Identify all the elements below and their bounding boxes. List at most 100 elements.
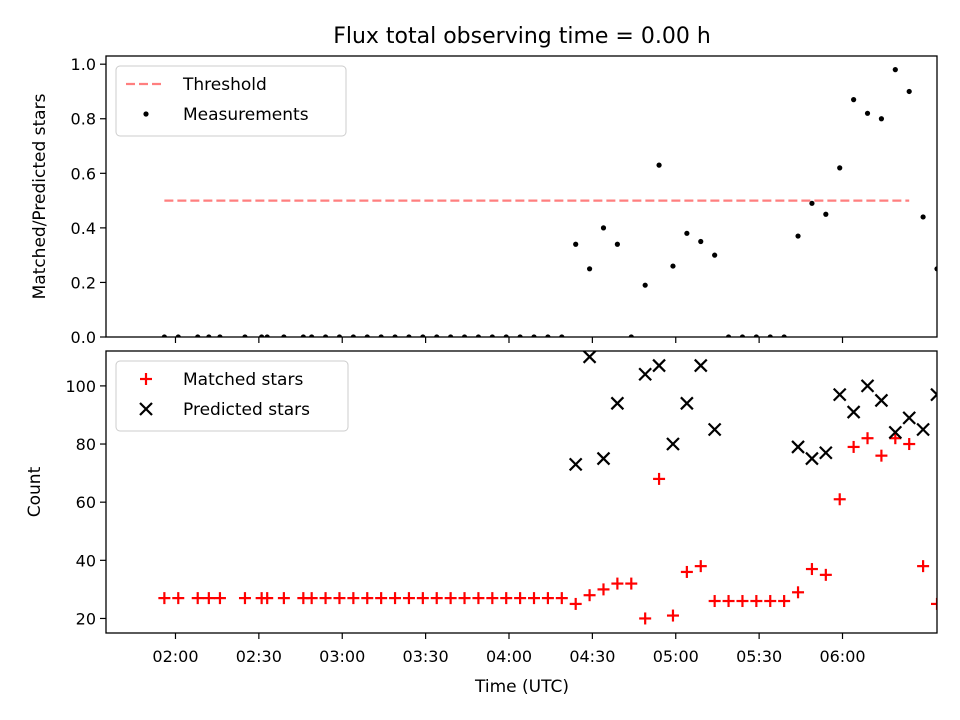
data-point (610, 396, 625, 411)
x-tick-label: 05:30 (736, 647, 782, 666)
data-point (638, 367, 652, 382)
legend-label: Matched stars (183, 370, 303, 390)
data-point (261, 592, 274, 605)
series-matched-stars (158, 432, 957, 625)
data-point-stroke (874, 393, 889, 408)
x-tick-label: 02:00 (152, 647, 198, 666)
y-tick-label: 0.4 (71, 219, 96, 238)
data-point (625, 577, 638, 590)
x-tick-label: 05:00 (653, 647, 699, 666)
data-point (875, 449, 888, 462)
y-tick-label: 20 (76, 609, 96, 628)
y-tick-label: 1.0 (71, 55, 96, 74)
data-point (860, 379, 875, 393)
data-point (684, 230, 690, 236)
data-point (597, 583, 610, 596)
data-point (680, 396, 694, 411)
data-point (945, 421, 957, 433)
y-tick-label: 100 (65, 377, 96, 396)
data-point (666, 609, 679, 622)
data-point (319, 592, 332, 605)
data-point-stroke (610, 396, 625, 411)
x-tick-label: 03:00 (319, 647, 365, 666)
data-point (851, 97, 857, 103)
data-point-stroke (652, 358, 666, 373)
data-point (653, 472, 666, 485)
data-point (139, 402, 153, 416)
data-point (568, 457, 583, 472)
data-point (611, 577, 624, 590)
data-point (805, 451, 819, 466)
data-point (347, 592, 360, 605)
data-point-stroke (666, 437, 680, 451)
chart-title: Flux total observing time = 0.00 h (333, 24, 711, 49)
data-point (795, 233, 801, 239)
data-point (764, 595, 777, 608)
data-point-stroke (791, 440, 805, 454)
data-point-stroke (139, 402, 153, 416)
ratio-panel: 0.0 0.2 0.4 0.6 0.8 1.0 Matched/Predicted star… (30, 55, 938, 347)
data-point (614, 241, 620, 247)
data-point (722, 595, 735, 608)
data-point (202, 592, 215, 605)
data-point (750, 595, 763, 608)
data-point (656, 162, 662, 168)
y-tick-label: 0.2 (71, 273, 96, 292)
data-point (916, 422, 930, 437)
data-point (670, 263, 676, 269)
data-point (140, 373, 152, 385)
data-point (583, 589, 596, 602)
data-point (707, 422, 722, 437)
data-point (837, 165, 843, 171)
data-point (361, 592, 374, 605)
data-point (389, 592, 402, 605)
legend-box (115, 65, 347, 137)
data-point (582, 351, 597, 364)
data-point-stroke (582, 351, 597, 364)
legend: Threshold Measurements (115, 65, 347, 137)
data-point (809, 200, 815, 206)
data-point (402, 592, 415, 605)
data-point (642, 282, 648, 288)
data-point (931, 597, 937, 610)
data-point (472, 592, 485, 605)
data-point (945, 479, 957, 491)
legend-item: Predicted stars (139, 400, 310, 420)
data-point (158, 592, 171, 605)
y-axis-label: Matched/Predicted stars (30, 93, 50, 299)
data-point (213, 592, 226, 605)
legend-item: Measurements (143, 105, 309, 125)
data-point-stroke (945, 421, 957, 433)
data-point-stroke (832, 387, 847, 402)
data-point (172, 592, 185, 605)
data-point (917, 560, 930, 573)
legend-item: Threshold (126, 75, 267, 95)
data-point-stroke (693, 358, 708, 373)
data-point-stroke (568, 457, 583, 472)
legend-label: Measurements (183, 105, 309, 125)
data-point (698, 238, 704, 245)
data-point-stroke (930, 393, 937, 402)
plot-frame (105, 55, 938, 338)
y-tick-label: 0.6 (71, 164, 96, 183)
data-point (736, 595, 749, 608)
data-point (833, 493, 846, 506)
x-tick-label: 02:30 (236, 647, 282, 666)
data-point (652, 358, 666, 373)
legend-label: Threshold (182, 75, 267, 95)
data-point-stroke (860, 379, 875, 393)
y-tick-label: 80 (76, 435, 96, 454)
data-point (930, 387, 937, 402)
data-point-stroke (680, 396, 694, 411)
y-tick-label: 40 (76, 551, 96, 570)
data-point (847, 440, 860, 453)
y-tick-label: 0.8 (71, 110, 96, 129)
data-point (778, 595, 791, 608)
x-axis-label: Time (UTC) (474, 677, 569, 697)
data-point (819, 445, 833, 460)
data-point-stroke (930, 387, 937, 397)
data-point (889, 432, 902, 445)
data-point-stroke (916, 422, 930, 437)
x-tick-label: 03:30 (403, 647, 449, 666)
